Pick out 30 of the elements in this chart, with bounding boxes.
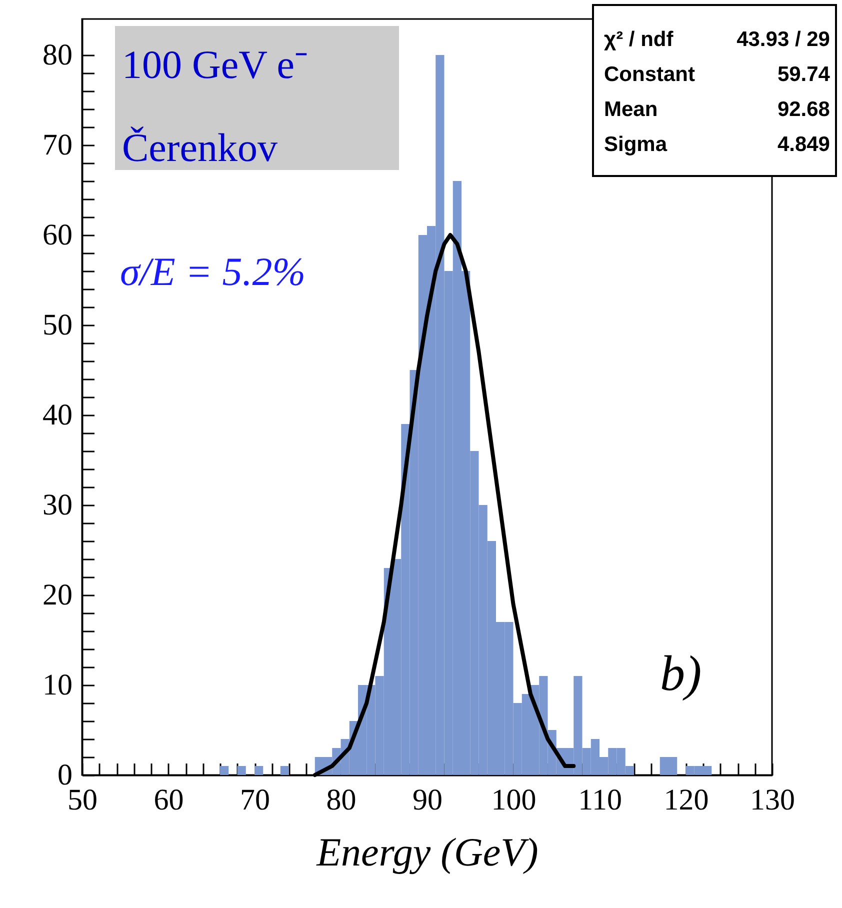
x-tick-label: 130 [750,784,795,816]
y-tick-label: 40 [42,398,72,432]
x-axis-title: Energy (GeV) [316,830,538,874]
annotation: 43.93 / 29 [736,28,830,51]
text: 4.849 [777,133,830,156]
x-tick-label: 90 [412,784,442,816]
annotation: Constant [604,63,695,86]
x-tick-label: 70 [240,784,270,816]
annotation: σ/E = 5.2% [120,249,306,294]
y-tick-label: 30 [42,488,72,522]
x-tick-label: 60 [154,784,184,816]
x-tick-label: 110 [578,784,622,816]
x-tick-label: 120 [664,784,709,816]
y-tick-label: 50 [42,308,72,342]
y-tick-label: 10 [42,668,72,702]
y-tick-label: 20 [42,578,72,612]
annotation: Sigma [604,133,668,156]
y-tick-label: 60 [42,218,72,252]
annotation: b) [660,645,702,701]
y-tick-label: 80 [42,38,72,72]
x-tick-label: 50 [68,784,98,816]
text: 59.74 [777,63,830,86]
annotation: χ² / ndf [604,28,674,51]
text: 92.68 [777,98,830,121]
annotation: Čerenkov [122,125,278,170]
x-tick-label: 100 [491,784,536,816]
x-tick-label: 80 [326,784,356,816]
annotation: 100 GeV e⁻ [122,42,309,87]
annotation: Mean [604,98,658,121]
y-tick-label: 70 [42,128,72,162]
